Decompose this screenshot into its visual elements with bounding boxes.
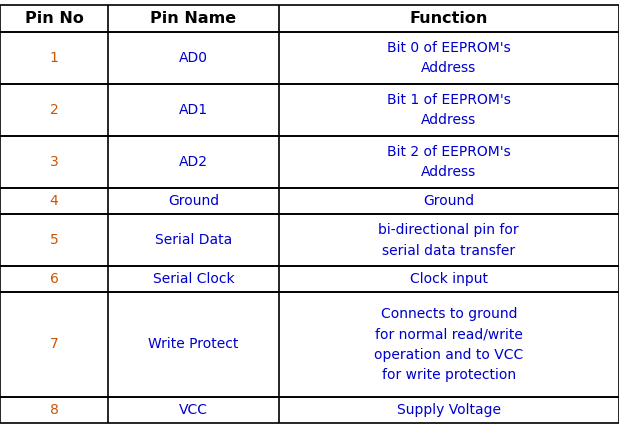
Bar <box>0 188 619 214</box>
Text: Ground: Ground <box>423 194 474 208</box>
Text: Pin No: Pin No <box>25 11 84 26</box>
Text: 7: 7 <box>50 337 59 351</box>
Bar <box>0 397 619 423</box>
Bar <box>0 266 619 292</box>
Text: 5: 5 <box>50 233 59 247</box>
Text: 8: 8 <box>50 403 59 417</box>
Text: Serial Data: Serial Data <box>155 233 232 247</box>
Text: VCC: VCC <box>179 403 208 417</box>
Text: Serial Clock: Serial Clock <box>153 272 234 286</box>
Bar <box>0 84 619 136</box>
Text: 3: 3 <box>50 155 59 169</box>
Text: 1: 1 <box>50 51 59 65</box>
Text: 6: 6 <box>50 272 59 286</box>
Text: AD1: AD1 <box>179 103 208 117</box>
Bar <box>0 32 619 84</box>
Text: Supply Voltage: Supply Voltage <box>397 403 501 417</box>
Text: 4: 4 <box>50 194 59 208</box>
Text: Bit 0 of EEPROM's
Address: Bit 0 of EEPROM's Address <box>387 40 511 75</box>
Text: Ground: Ground <box>168 194 219 208</box>
Text: Pin Name: Pin Name <box>150 11 236 26</box>
Text: bi-directional pin for
serial data transfer: bi-directional pin for serial data trans… <box>378 223 519 258</box>
Text: 2: 2 <box>50 103 59 117</box>
Text: Write Protect: Write Protect <box>148 337 239 351</box>
Text: Connects to ground
for normal read/write
operation and to VCC
for write protecti: Connects to ground for normal read/write… <box>374 307 524 383</box>
Bar <box>0 136 619 188</box>
Text: Function: Function <box>410 11 488 26</box>
Text: Bit 1 of EEPROM's
Address: Bit 1 of EEPROM's Address <box>387 93 511 127</box>
Text: Bit 2 of EEPROM's
Address: Bit 2 of EEPROM's Address <box>387 145 511 179</box>
Text: AD0: AD0 <box>179 51 208 65</box>
Text: Clock input: Clock input <box>410 272 488 286</box>
Bar <box>0 214 619 266</box>
Bar <box>0 292 619 397</box>
Bar <box>0 5 619 32</box>
Text: AD2: AD2 <box>179 155 208 169</box>
